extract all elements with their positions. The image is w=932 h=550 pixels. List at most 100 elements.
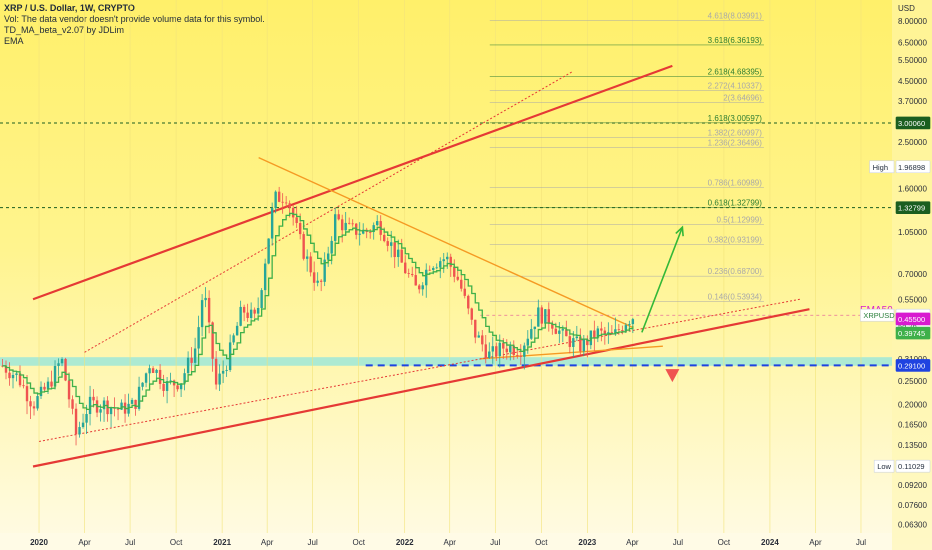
trendline-channel-lower <box>32 308 810 468</box>
candle-body-125 <box>439 261 442 268</box>
fib-label-2: 2.618(4.68395) <box>708 68 763 77</box>
candle-body-24 <box>85 414 88 423</box>
candle-body-179 <box>628 324 631 326</box>
x-tick-0: 2020 <box>30 538 48 547</box>
candle-body-59 <box>207 297 211 323</box>
candle-body-114 <box>400 249 403 263</box>
candle-body-22 <box>78 427 81 435</box>
price-tag-label-6: 0.29100 <box>898 361 925 370</box>
y-tick-13: 0.16500 <box>898 420 927 429</box>
candle-body-56 <box>197 327 200 349</box>
candle-body-51 <box>179 383 183 390</box>
candle-body-159 <box>558 330 561 334</box>
candle-body-45 <box>158 369 162 384</box>
fib-label-6: 1.382(2.60997) <box>708 128 763 137</box>
candle-body-71 <box>249 309 253 319</box>
price-tag-prefix-bg-1 <box>869 160 895 174</box>
candle-body-74 <box>260 290 263 308</box>
x-tick-17: Apr <box>809 538 822 547</box>
candle-body-46 <box>162 383 165 391</box>
candle-body-135 <box>474 319 477 338</box>
candle-body-119 <box>418 285 421 290</box>
x-tick-10: Jul <box>490 538 500 547</box>
candle-body-177 <box>621 330 624 332</box>
y-tick-3: 4.50000 <box>898 77 927 86</box>
candle-body-131 <box>460 279 463 289</box>
indicator-label: TD_MA_beta_v2.07 by JDLim <box>4 25 125 35</box>
candle-body-43 <box>151 368 155 373</box>
x-tick-1: Apr <box>78 538 91 547</box>
candle-body-53 <box>186 357 190 374</box>
candle-body-16 <box>57 363 60 366</box>
candle-body-78 <box>274 191 277 209</box>
candle-body-146 <box>512 345 515 356</box>
y-tick-9: 0.55000 <box>898 295 927 304</box>
x-tick-2: Jul <box>125 538 135 547</box>
candle-body-118 <box>414 275 417 286</box>
x-tick-3: Oct <box>170 538 183 547</box>
price-tag-label-4: 0.45500 <box>898 315 925 324</box>
price-tag-4 <box>895 312 931 326</box>
price-tag-2 <box>895 201 931 214</box>
price-tag-label-1: 1.96898 <box>898 163 925 172</box>
candle-body-72 <box>253 309 256 314</box>
candle-body-41 <box>144 373 148 383</box>
candle-body-134 <box>470 308 473 320</box>
y-tick-14: 0.13500 <box>898 441 927 450</box>
support-zone <box>0 357 892 366</box>
fib-label-7: 1.236(2.36496) <box>708 139 763 148</box>
candle-body-176 <box>617 329 621 331</box>
candle-body-73 <box>256 307 260 314</box>
candle-body-23 <box>81 422 85 428</box>
candle-body-161 <box>565 329 568 337</box>
fib-label-11: 0.382(0.93199) <box>708 235 763 244</box>
dotted-lower-guide <box>38 298 801 442</box>
price-tag-prefix-bg-3 <box>860 308 895 322</box>
y-tick-8: 0.70000 <box>898 270 927 279</box>
candle-body-172 <box>603 330 607 335</box>
candle-body-133 <box>467 295 470 309</box>
candle-body-167 <box>586 339 589 346</box>
candle-body-82 <box>288 203 291 208</box>
candle-body-117 <box>411 273 414 276</box>
candle-body-76 <box>267 238 270 264</box>
candle-body-120 <box>421 285 424 290</box>
y-tick-0: 8.00000 <box>898 17 927 26</box>
y-axis-panel <box>892 0 932 550</box>
candle-body-138 <box>484 344 487 358</box>
candle-body-21 <box>74 408 78 435</box>
candle-body-14 <box>50 381 53 387</box>
x-axis-panel <box>0 533 892 550</box>
y-tick-11: 0.25000 <box>898 377 927 386</box>
candle-body-79 <box>277 191 281 202</box>
down-marker <box>665 369 680 383</box>
candle-body-128 <box>449 256 452 267</box>
candle-body-17 <box>60 358 64 364</box>
price-tag-prefix-bg-7 <box>873 459 895 473</box>
fib-label-9: 0.618(1.32799) <box>708 199 763 208</box>
candle-body-9 <box>32 406 36 409</box>
trendline-descending <box>258 156 633 328</box>
candle-body-12 <box>43 386 46 390</box>
candle-body-115 <box>404 262 407 274</box>
candle-body-84 <box>295 217 298 224</box>
candle-body-152 <box>533 326 536 330</box>
candle-body-100 <box>351 223 354 225</box>
candle-body-13 <box>46 381 50 390</box>
x-tick-11: Oct <box>535 538 548 547</box>
candle-body-122 <box>428 269 431 271</box>
fib-label-8: 0.786(1.60989) <box>708 179 763 188</box>
candle-body-92 <box>323 259 326 282</box>
y-tick-2: 5.50000 <box>898 56 927 65</box>
dotted-upper-guide <box>84 71 573 353</box>
candle-body-3 <box>11 374 15 379</box>
candle-body-139 <box>488 351 491 358</box>
candle-body-68 <box>239 306 242 326</box>
candle-body-169 <box>593 330 596 338</box>
candle-body-85 <box>298 223 302 235</box>
y-tick-16: 0.07600 <box>898 501 927 510</box>
candle-body-112 <box>393 242 396 258</box>
fib-label-4: 2(3.64696) <box>723 94 762 103</box>
candle-body-50 <box>176 385 179 390</box>
